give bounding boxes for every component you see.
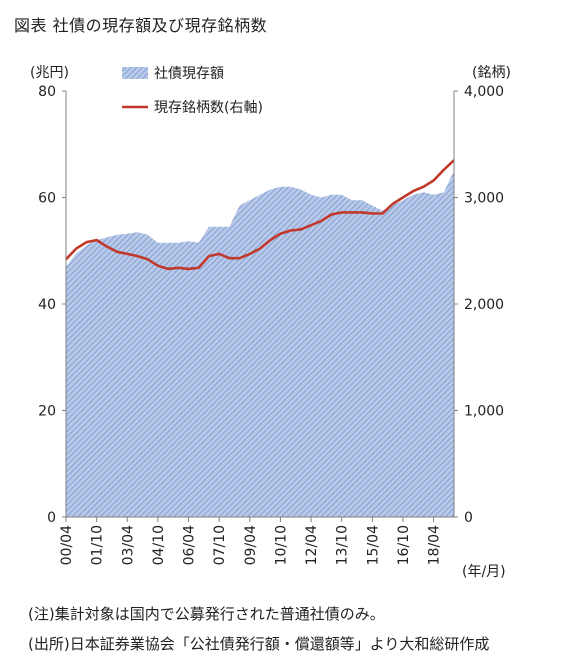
left-tick-label: 0 bbox=[47, 510, 56, 526]
left-axis-unit: (兆円) bbox=[30, 65, 69, 81]
x-tick-label: 10/10 bbox=[273, 525, 289, 565]
left-tick-label: 80 bbox=[38, 84, 56, 100]
footnote-scope: (注)集計対象は国内で公募発行された普通社債のみ。 bbox=[28, 605, 385, 623]
footnote-source: (出所)日本証券業協会「公社債発行額・償還額等」より大和総研作成 bbox=[28, 635, 490, 653]
x-tick-label: 01/10 bbox=[90, 525, 106, 565]
x-tick-label: 18/04 bbox=[427, 525, 443, 565]
right-tick-label: 2,000 bbox=[464, 297, 504, 313]
left-tick-label: 40 bbox=[38, 297, 56, 313]
right-axis-unit: (銘柄) bbox=[472, 65, 511, 81]
left-tick-label: 20 bbox=[38, 404, 56, 420]
x-tick-label: 13/10 bbox=[335, 525, 351, 565]
x-tick-label: 06/04 bbox=[182, 525, 198, 565]
x-tick-label: 04/10 bbox=[151, 525, 167, 565]
right-tick-label: 0 bbox=[464, 510, 473, 526]
legend-label-issue-count: 現存銘柄数(右軸) bbox=[154, 100, 263, 116]
x-tick-label: 07/10 bbox=[212, 525, 228, 565]
x-tick-label: 15/04 bbox=[365, 525, 381, 565]
x-tick-label: 09/04 bbox=[243, 525, 259, 565]
right-tick-label: 1,000 bbox=[464, 404, 504, 420]
area-series-outstanding-amount bbox=[66, 170, 454, 517]
left-tick-label: 60 bbox=[38, 191, 56, 207]
legend-swatch-outstanding-amount bbox=[122, 67, 148, 79]
x-tick-label: 12/04 bbox=[304, 525, 320, 565]
line-series-issue-count bbox=[65, 159, 455, 271]
legend-label-outstanding-amount: 社債現存額 bbox=[154, 66, 224, 82]
x-tick-label: 16/10 bbox=[396, 525, 412, 565]
x-axis-unit: (年/月) bbox=[462, 564, 506, 580]
right-tick-label: 4,000 bbox=[464, 84, 504, 100]
x-tick-label: 03/04 bbox=[120, 525, 136, 565]
chart-title: 図表 社債の現存額及び現存銘柄数 bbox=[14, 16, 268, 35]
right-tick-label: 3,000 bbox=[464, 191, 504, 207]
x-tick-label: 00/04 bbox=[59, 525, 75, 565]
